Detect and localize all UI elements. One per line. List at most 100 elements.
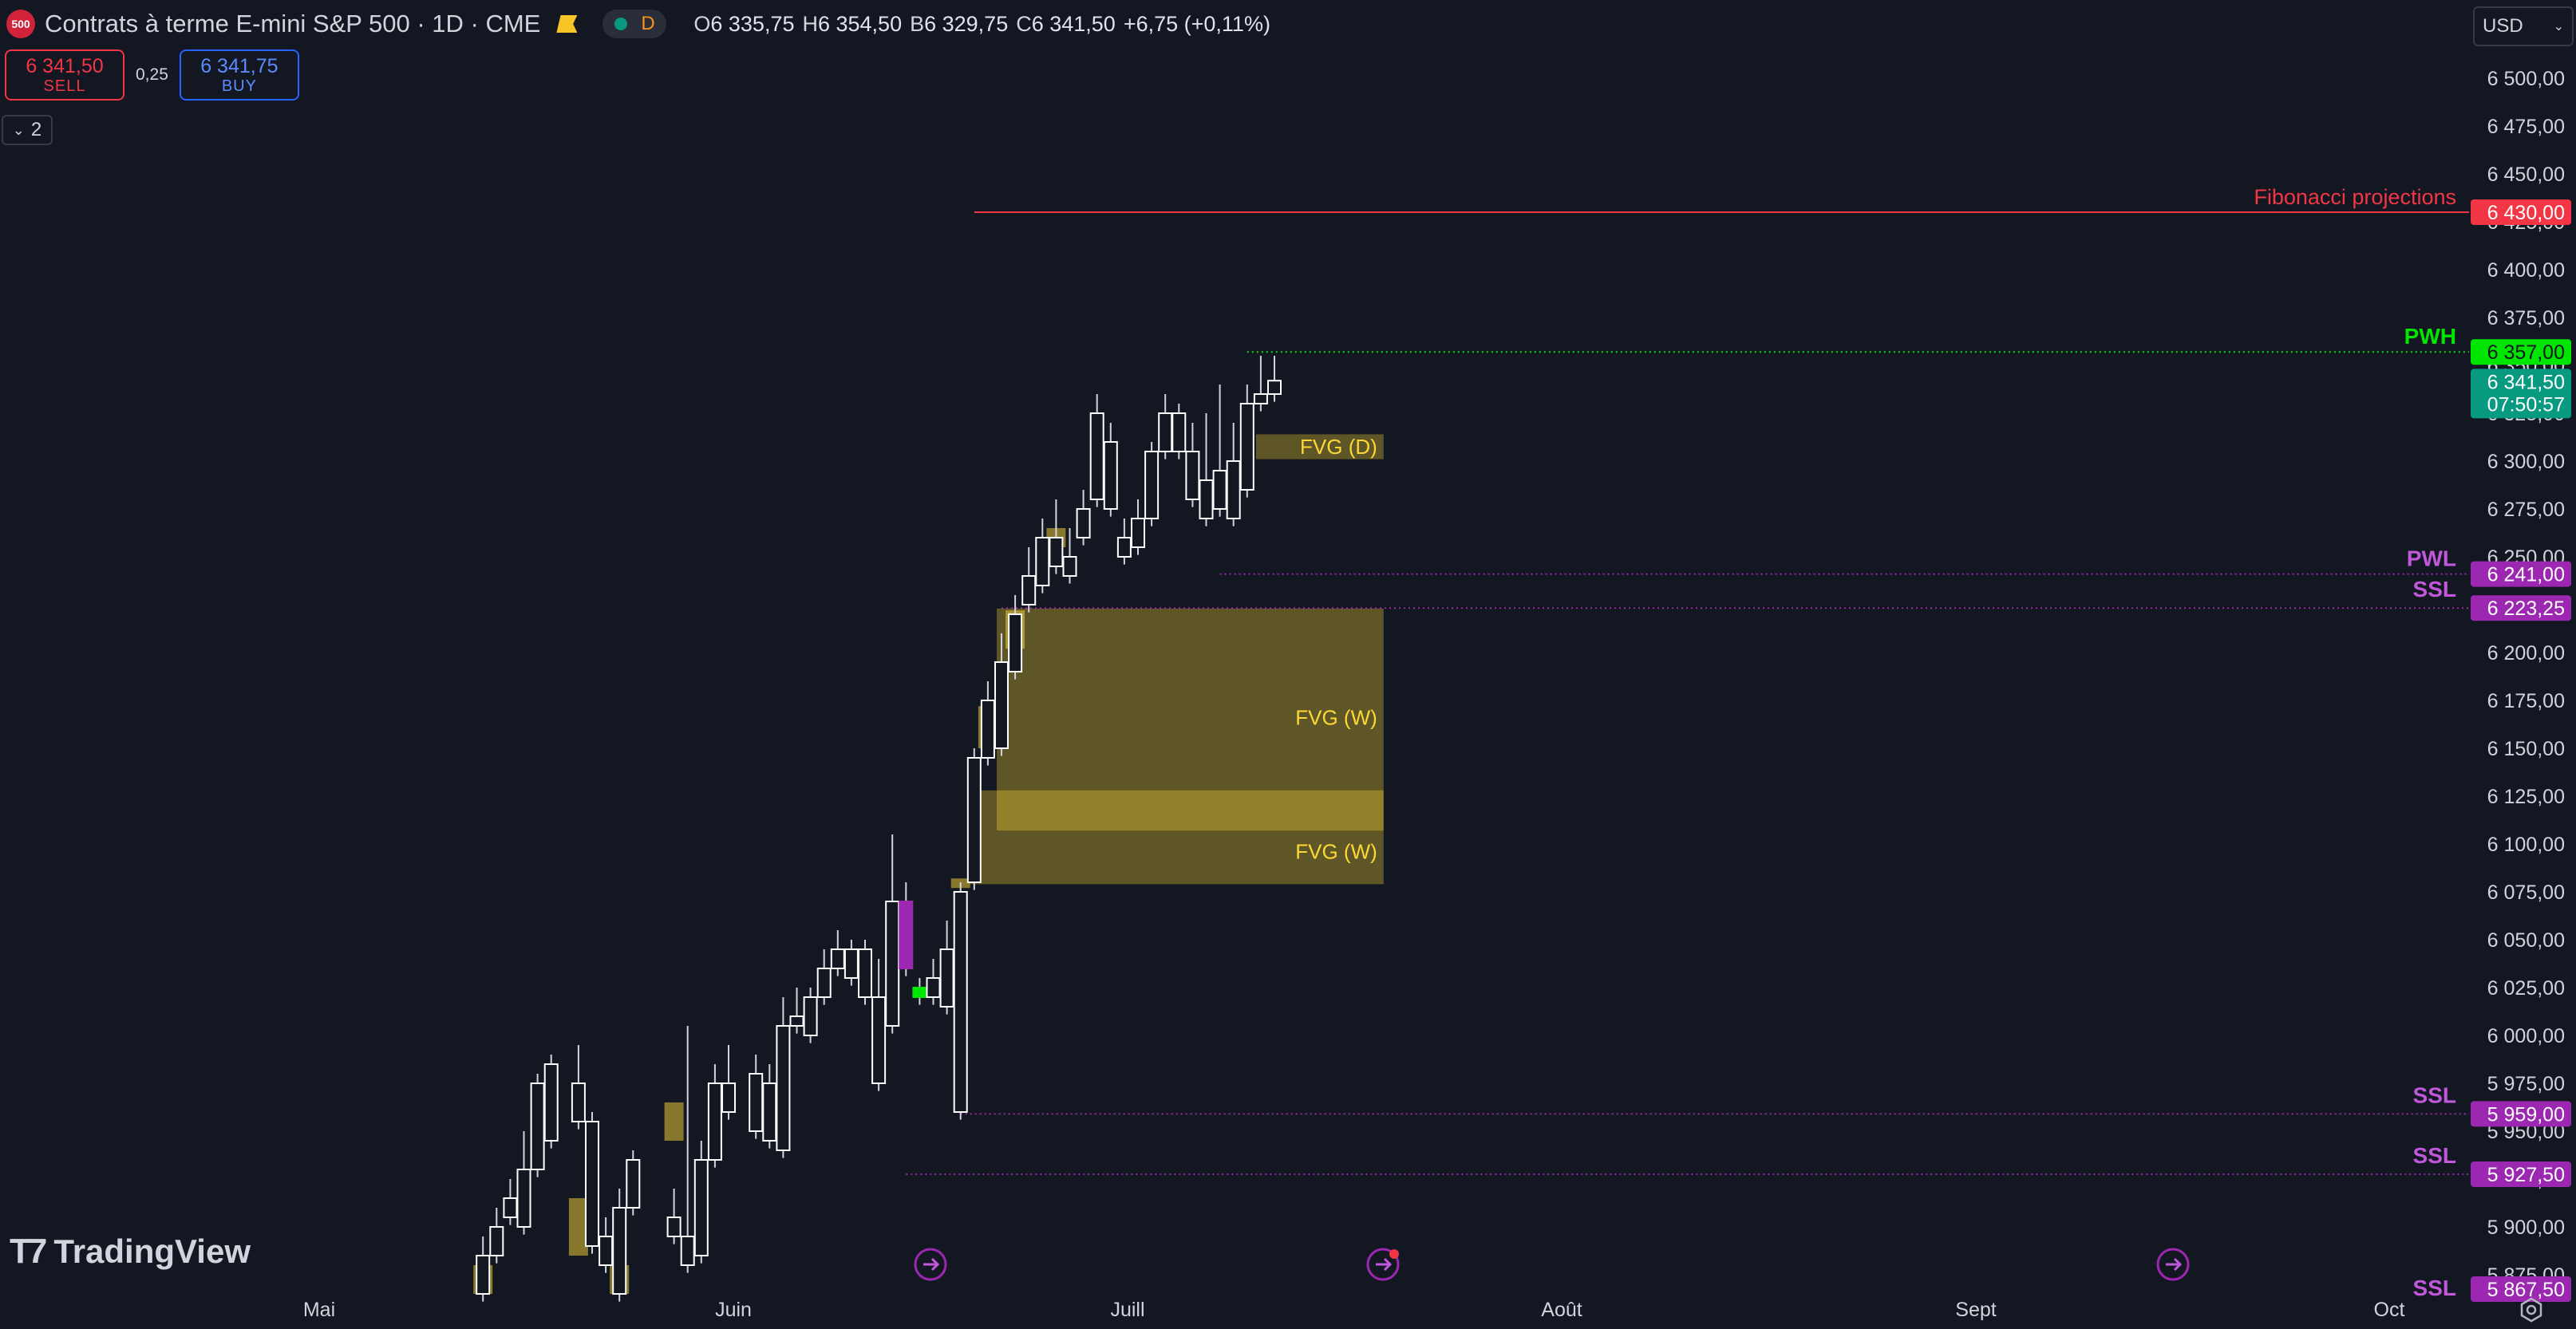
time-tick-label: Août (1541, 1299, 1582, 1321)
candle-body (871, 996, 887, 1084)
ohlc-value: 6 341,50 (1031, 11, 1116, 36)
candle-body (1076, 508, 1091, 538)
sell-button[interactable]: 6 341,50 SELL (5, 49, 124, 101)
candle-body (599, 1236, 614, 1266)
candle-body (707, 1083, 722, 1161)
candle-body (830, 948, 845, 969)
candle-body (1144, 451, 1160, 519)
currency-select[interactable]: USD ⌄ (2473, 6, 2574, 46)
ohlc-key: O (693, 11, 711, 36)
candle-body (1021, 575, 1037, 605)
bar-countdown: 07:50:57 (2487, 393, 2565, 416)
sell-label: SELL (43, 77, 86, 95)
candle-body (1049, 537, 1064, 567)
candle-body (858, 948, 872, 998)
price-tick-label: 6 025,00 (2487, 977, 2565, 1000)
ohlc-key: C (1016, 11, 1032, 36)
time-tick-label: Oct (2374, 1299, 2405, 1321)
buy-label: BUY (221, 77, 257, 95)
flag-icon[interactable] (556, 15, 578, 33)
candle-body (1239, 403, 1254, 491)
candle-body (530, 1083, 545, 1170)
candle-body (966, 757, 982, 883)
candle-body (680, 1236, 695, 1266)
candle-body (994, 661, 1009, 749)
price-tick-label: 5 900,00 (2487, 1217, 2565, 1239)
fvg-zone-label: FVG (D) (1300, 435, 1377, 459)
candle-body (1158, 412, 1173, 452)
candle-body (585, 1121, 599, 1247)
candle-body (543, 1063, 559, 1142)
event-marker-arrow-icon (2166, 1257, 2183, 1272)
level-price-tag-label: 5 867,50 (2487, 1279, 2565, 1301)
event-marker-icon[interactable] (914, 1248, 947, 1281)
candle-body (1212, 470, 1227, 510)
price-tick-label: 6 125,00 (2487, 786, 2565, 808)
level-price-tag (2471, 561, 2571, 587)
level-price-tag (2471, 199, 2571, 225)
sell-price: 6 341,50 (26, 55, 104, 77)
market-status-pill[interactable]: D (603, 10, 667, 38)
price-tick-label: 6 500,00 (2487, 68, 2565, 90)
candle-body (666, 1217, 682, 1237)
level-price-tag (2471, 595, 2571, 621)
tradingview-logo[interactable]: T7 TradingView (10, 1232, 251, 1272)
candle-body (1267, 380, 1282, 396)
candle-body (844, 948, 859, 979)
indicators-collapse-button[interactable]: ⌄ 2 (2, 115, 53, 145)
candle-body (1008, 613, 1023, 672)
candle-body (939, 948, 954, 1008)
ohlc-item: +6,75 (+0,11%) (1124, 12, 1270, 37)
candle-body (1131, 518, 1145, 548)
price-tick-label: 6 100,00 (2487, 834, 2565, 856)
spread-value: 0,25 (136, 65, 168, 84)
chevron-down-icon: ⌄ (2553, 20, 2564, 34)
ohlc-item: H6 354,50 (802, 12, 902, 37)
candle-body (953, 891, 968, 1113)
candle-body (612, 1207, 627, 1295)
ohlc-item: B6 329,75 (910, 12, 1008, 37)
symbol-icon[interactable]: 500 (6, 10, 35, 38)
level-label: PWH (2404, 324, 2456, 349)
currency-value: USD (2483, 15, 2523, 37)
small-fvg-marker (568, 1198, 588, 1256)
price-tick-label: 5 975,00 (2487, 1073, 2565, 1095)
candle-body (1116, 537, 1132, 558)
buy-button[interactable]: 6 341,75 BUY (179, 49, 299, 101)
candle-body (516, 1169, 531, 1228)
market-open-dot-icon (614, 18, 628, 30)
symbol-title[interactable]: Contrats à terme E-mini S&P 500 · 1D · C… (45, 10, 541, 37)
level-price-tag-label: 6 430,00 (2487, 202, 2565, 224)
time-axis[interactable] (0, 1284, 2469, 1329)
candle-body (816, 968, 832, 998)
ohlc-value: 6 335,75 (710, 11, 795, 36)
level-label: Fibonacci projections (2254, 185, 2456, 209)
ohlc-item: C6 341,50 (1016, 12, 1116, 37)
candle-body (1226, 460, 1241, 519)
level-price-tag-label: 6 241,00 (2487, 564, 2565, 586)
level-price-tag-label: 5 959,00 (2487, 1103, 2565, 1126)
level-price-tag (2471, 1161, 2571, 1187)
level-price-tag-label: 5 927,50 (2487, 1164, 2565, 1186)
price-tick-label: 6 050,00 (2487, 929, 2565, 952)
candle-body (476, 1255, 491, 1295)
event-marker-icon[interactable] (1366, 1248, 1400, 1281)
fvg-zone (997, 608, 1384, 831)
candle-body (789, 1015, 804, 1027)
time-tick-label: Juill (1110, 1299, 1144, 1321)
event-marker-icon[interactable] (2156, 1248, 2190, 1281)
fvg-zone-label: FVG (W) (1295, 706, 1377, 730)
gear-icon[interactable] (2515, 1294, 2547, 1326)
candle-body (693, 1159, 709, 1256)
price-tick-label: 6 300,00 (2487, 451, 2565, 473)
notification-dot-icon (1389, 1249, 1399, 1259)
candle-body (1062, 556, 1077, 577)
chart-header: 500 Contrats à terme E-mini S&P 500 · 1D… (6, 8, 1270, 40)
level-label: PWL (2407, 546, 2456, 571)
level-price-tag (2471, 339, 2571, 365)
price-tick-label: 6 000,00 (2487, 1025, 2565, 1047)
indicator-count: 2 (30, 119, 42, 140)
candle-body (721, 1083, 736, 1113)
price-tick-label: 6 450,00 (2487, 164, 2565, 186)
